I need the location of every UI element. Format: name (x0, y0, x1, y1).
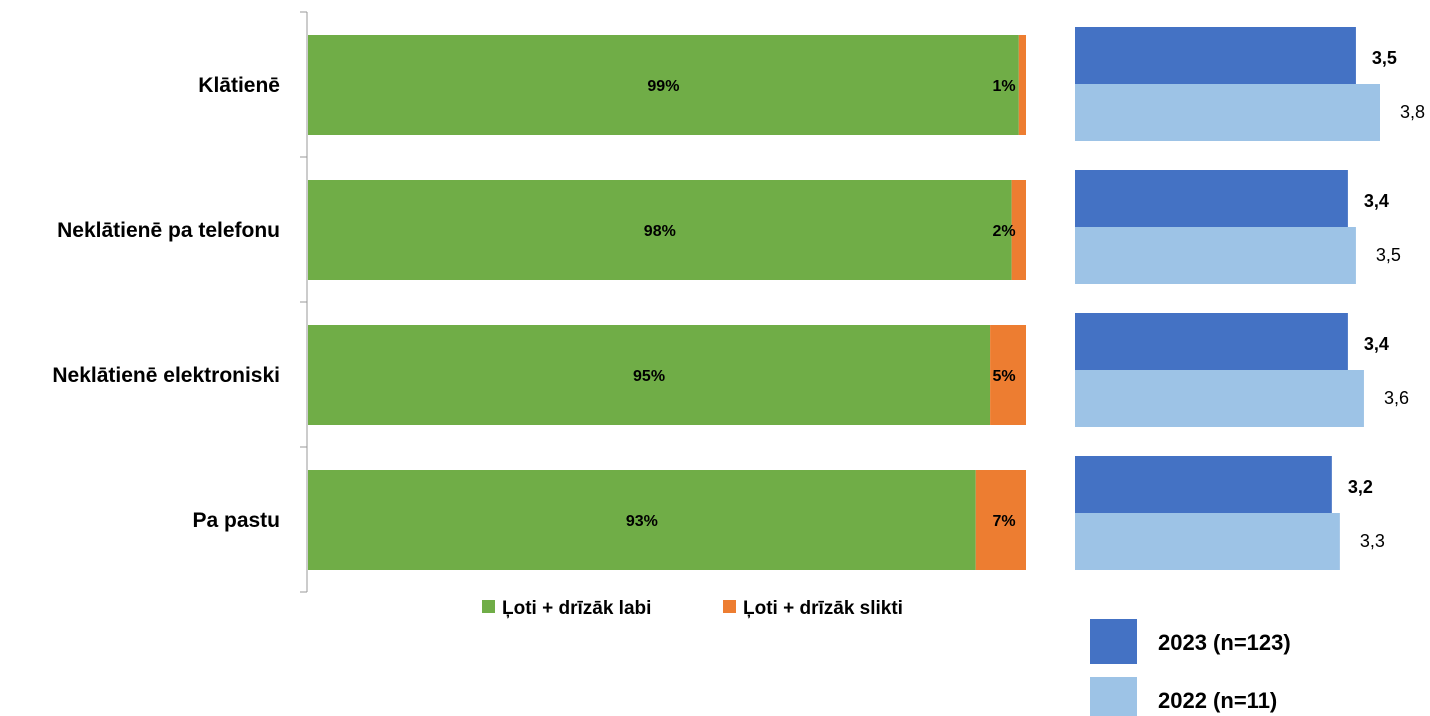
bar-positive (308, 180, 1012, 280)
category-label: Neklātienē elektroniski (52, 364, 280, 387)
bar-data-label: 93% (626, 513, 658, 530)
value-label-2022: 3,3 (1360, 531, 1385, 551)
category-labels: Klātienē Neklātienē pa telefonu Neklātienē… (52, 74, 280, 532)
rating-legend: 2023 (n=123) 2022 (n=11) (1090, 619, 1291, 716)
legend-label-2022: 2022 (n=11) (1158, 688, 1277, 713)
legend-swatch-positive (482, 600, 495, 613)
bar-2023 (1075, 456, 1332, 513)
bar-data-label: 99% (647, 78, 679, 95)
bar-data-label: 2% (992, 223, 1015, 240)
category-label: Pa pastu (192, 509, 280, 532)
category-axis (300, 11, 308, 593)
bar-2022 (1075, 84, 1380, 141)
bar-2022 (1075, 370, 1364, 427)
value-label-2023: 3,4 (1364, 334, 1389, 354)
legend-label-negative: Ļoti + drīzāk slikti (743, 598, 903, 619)
category-label: Neklātienē pa telefonu (57, 219, 280, 242)
bar-data-label: 7% (992, 513, 1015, 530)
rating-bar-series: 3,5 3,8 3,4 3,5 3,4 3,6 3,2 3,3 (1075, 27, 1425, 570)
value-label-2022: 3,6 (1384, 388, 1409, 408)
bar-2023 (1075, 313, 1348, 370)
bar-negative (1011, 180, 1026, 280)
stacked-bar-series: 99% 1% 98% 2% 95% 5% 93% 7% (308, 35, 1026, 570)
bar-data-label: 5% (992, 368, 1015, 385)
value-label-2023: 3,5 (1372, 48, 1397, 68)
value-label-2023: 3,4 (1364, 191, 1389, 211)
value-label-2022: 3,8 (1400, 102, 1425, 122)
bar-positive (308, 35, 1019, 135)
bar-negative (1018, 35, 1026, 135)
bar-positive (308, 325, 991, 425)
category-label: Klātienē (198, 74, 280, 97)
legend-swatch-2023 (1090, 619, 1137, 664)
bar-2023 (1075, 27, 1356, 84)
bar-data-label: 1% (992, 78, 1015, 95)
legend-label-positive: Ļoti + drīzāk labi (502, 598, 651, 619)
bar-2022 (1075, 513, 1340, 570)
stacked-legend: Ļoti + drīzāk labi Ļoti + drīzāk slikti (482, 598, 903, 619)
bar-data-label: 95% (633, 368, 665, 385)
bar-negative (990, 325, 1026, 425)
legend-label-2023: 2023 (n=123) (1158, 630, 1291, 655)
bar-negative (975, 470, 1026, 570)
value-label-2023: 3,2 (1348, 477, 1373, 497)
bar-data-label: 98% (644, 223, 676, 240)
bar-2022 (1075, 227, 1356, 284)
value-label-2022: 3,5 (1376, 245, 1401, 265)
legend-swatch-2022 (1090, 677, 1137, 716)
legend-swatch-negative (723, 600, 736, 613)
bar-positive (308, 470, 976, 570)
bar-2023 (1075, 170, 1348, 227)
